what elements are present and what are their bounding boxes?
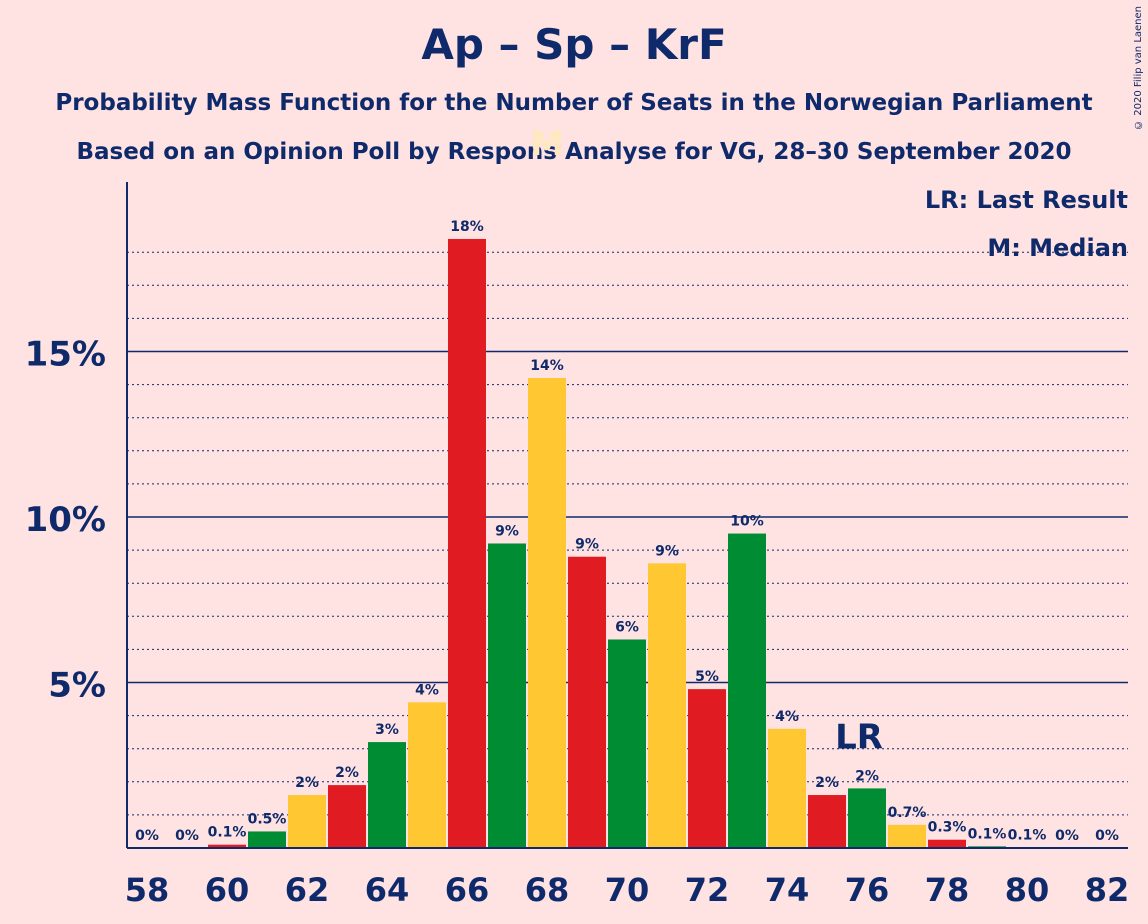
y-tick-label: 10% bbox=[25, 500, 106, 540]
x-tick-label: 64 bbox=[365, 871, 410, 909]
x-tick-label: 60 bbox=[205, 871, 250, 909]
bar-seat-63 bbox=[328, 785, 366, 848]
bar-value-label: 0.1% bbox=[968, 826, 1007, 842]
bar-value-label: 0.5% bbox=[248, 811, 287, 827]
bar-value-label: 9% bbox=[495, 523, 519, 539]
bar-seat-60 bbox=[208, 844, 246, 848]
bar-seat-70 bbox=[608, 639, 646, 848]
bar-value-label: 0.1% bbox=[1008, 827, 1047, 843]
x-tick-label: 62 bbox=[285, 871, 330, 909]
bar-seat-66 bbox=[448, 238, 486, 848]
bar-value-label: 9% bbox=[575, 537, 599, 553]
bar-value-label: 18% bbox=[450, 219, 484, 235]
bar-seat-76 bbox=[848, 788, 886, 848]
bar-value-label: 2% bbox=[295, 775, 319, 791]
x-tick-label: 78 bbox=[925, 871, 970, 909]
bar-seat-69 bbox=[568, 556, 606, 848]
x-tick-label: 68 bbox=[525, 871, 570, 909]
bar-value-label: 3% bbox=[375, 722, 399, 738]
x-tick-label: 76 bbox=[845, 871, 890, 909]
bar-value-label: 0% bbox=[1095, 828, 1119, 844]
chart-subtitle-1: Probability Mass Function for the Number… bbox=[55, 90, 1093, 116]
bar-value-label: 2% bbox=[815, 775, 839, 791]
bar-seat-65 bbox=[408, 702, 446, 848]
bar-value-label: 6% bbox=[615, 619, 639, 635]
bar-seat-75 bbox=[808, 795, 846, 848]
bar-value-label: 5% bbox=[695, 669, 719, 685]
bar-value-label: 2% bbox=[855, 768, 879, 784]
bar-seat-62 bbox=[288, 795, 326, 848]
bar-value-label: 0.3% bbox=[928, 820, 967, 836]
bar-seat-78 bbox=[928, 839, 966, 848]
bar-value-label: 0.1% bbox=[208, 825, 247, 841]
last-result-marker: LR bbox=[835, 717, 883, 757]
legend-median: M: Median bbox=[987, 234, 1128, 262]
bar-value-label: 9% bbox=[655, 543, 679, 559]
x-tick-label: 70 bbox=[605, 871, 650, 909]
y-tick-label: 5% bbox=[48, 666, 106, 706]
chart-title: Ap – Sp – KrF bbox=[421, 20, 727, 69]
chart-subtitle-2: Based on an Opinion Poll by Respons Anal… bbox=[76, 139, 1072, 165]
bar-seat-74 bbox=[768, 728, 806, 848]
median-marker: M bbox=[530, 124, 564, 164]
bar-seat-71 bbox=[648, 563, 686, 848]
bar-value-label: 14% bbox=[530, 358, 564, 374]
x-tick-label: 72 bbox=[685, 871, 730, 909]
x-tick-label: 66 bbox=[445, 871, 490, 909]
bar-value-label: 0% bbox=[175, 828, 199, 844]
bar-value-label: 4% bbox=[415, 682, 439, 698]
bar-seat-64 bbox=[368, 742, 406, 848]
bar-value-label: 0% bbox=[1055, 828, 1079, 844]
x-tick-label: 80 bbox=[1005, 871, 1050, 909]
bar-seat-68 bbox=[528, 377, 566, 848]
y-tick-label: 15% bbox=[25, 335, 106, 375]
bar-value-label: 10% bbox=[730, 514, 764, 530]
bar-seat-73 bbox=[728, 533, 766, 848]
bar-seat-67 bbox=[488, 543, 526, 848]
bar-seat-77 bbox=[888, 824, 926, 848]
x-tick-label: 82 bbox=[1085, 871, 1130, 909]
bar-value-label: 0% bbox=[135, 828, 159, 844]
bar-value-label: 0.7% bbox=[888, 805, 927, 821]
legend-last-result: LR: Last Result bbox=[924, 186, 1128, 214]
bar-seat-72 bbox=[688, 689, 726, 848]
x-tick-label: 58 bbox=[125, 871, 170, 909]
x-tick-label: 74 bbox=[765, 871, 810, 909]
bar-seat-61 bbox=[248, 831, 286, 848]
bar-value-label: 2% bbox=[335, 765, 359, 781]
bar-value-label: 4% bbox=[775, 709, 799, 725]
